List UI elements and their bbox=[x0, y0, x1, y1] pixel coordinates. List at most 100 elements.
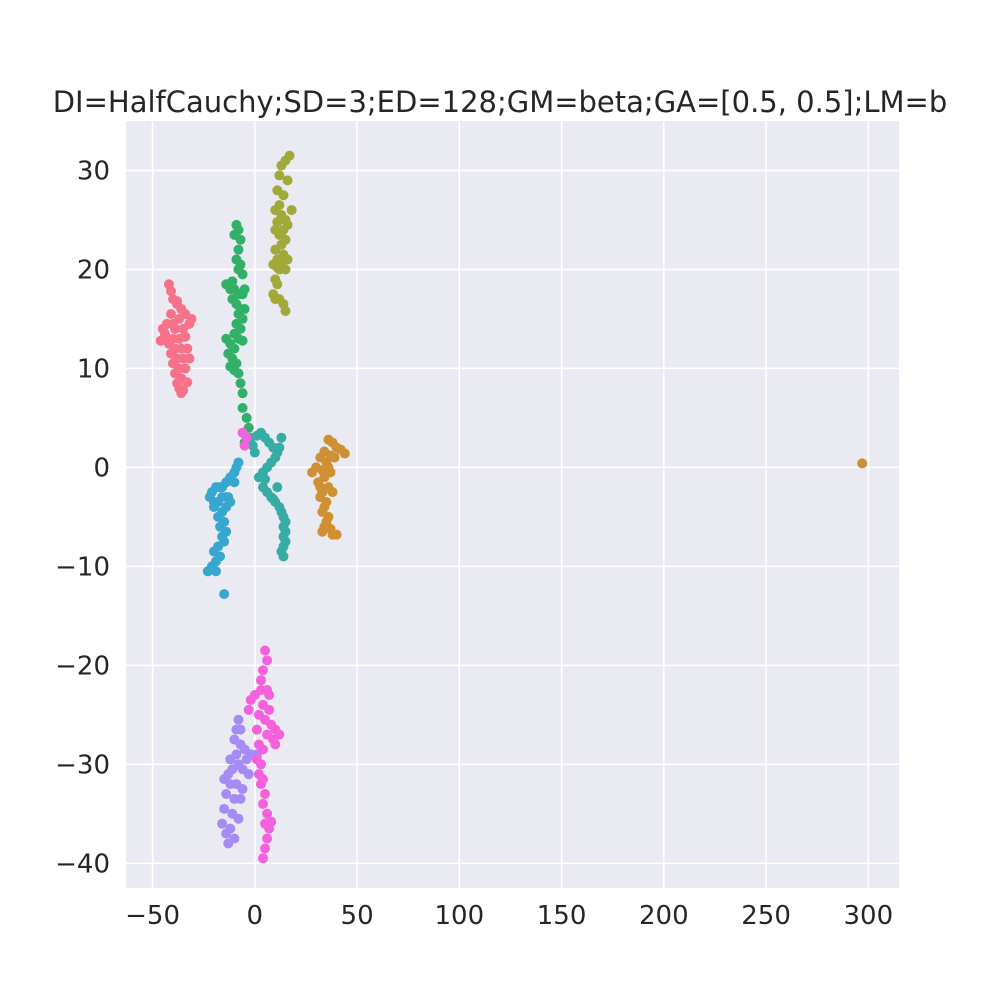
data-point bbox=[278, 551, 289, 562]
data-point bbox=[235, 378, 246, 389]
data-point bbox=[219, 803, 230, 814]
data-point bbox=[219, 589, 230, 600]
x-tick-label: 300 bbox=[844, 901, 894, 931]
data-point bbox=[237, 335, 248, 346]
data-point bbox=[272, 482, 283, 493]
data-point bbox=[264, 690, 275, 701]
chart-title-text: DI=HalfCauchy;SD=3;ED=128;GM=beta;GA=[0.… bbox=[53, 85, 948, 119]
data-point bbox=[233, 813, 244, 824]
data-point bbox=[235, 724, 246, 735]
data-point bbox=[270, 739, 281, 750]
x-tick-label: −50 bbox=[125, 901, 180, 931]
x-tick-label: 200 bbox=[639, 901, 689, 931]
data-point bbox=[331, 529, 342, 540]
y-tick-label: −30 bbox=[55, 750, 110, 780]
series-2 bbox=[268, 150, 297, 317]
data-point bbox=[857, 458, 868, 469]
data-point bbox=[262, 655, 273, 666]
data-point bbox=[243, 769, 254, 780]
data-point bbox=[217, 818, 228, 829]
data-point bbox=[237, 403, 248, 414]
data-point bbox=[260, 474, 271, 485]
y-tick-label: −10 bbox=[55, 552, 110, 582]
data-points bbox=[155, 150, 868, 864]
data-point bbox=[280, 306, 291, 317]
data-point bbox=[202, 566, 213, 577]
chart-title: DI=HalfCauchy;SD=3;ED=128;GM=beta;GA=[0.… bbox=[53, 85, 948, 119]
data-point bbox=[323, 462, 334, 473]
y-tick-label: −20 bbox=[55, 651, 110, 681]
data-point bbox=[208, 501, 219, 512]
data-point bbox=[221, 788, 232, 799]
y-tick-label: 20 bbox=[77, 255, 110, 285]
data-point bbox=[268, 494, 279, 505]
data-point bbox=[307, 467, 318, 478]
data-point bbox=[161, 333, 172, 344]
x-tick-label: 0 bbox=[247, 901, 264, 931]
data-point bbox=[239, 284, 250, 295]
y-tick-label: 30 bbox=[77, 156, 110, 186]
data-point bbox=[272, 279, 283, 290]
data-point bbox=[255, 779, 266, 790]
data-point bbox=[255, 675, 266, 686]
data-point bbox=[241, 754, 252, 765]
y-tick-labels: −40 −30 −20 −10 0 10 20 30 bbox=[55, 156, 110, 879]
data-point bbox=[223, 838, 234, 849]
data-point bbox=[327, 487, 338, 498]
data-point bbox=[225, 754, 236, 765]
grid-lines bbox=[126, 121, 899, 888]
series-5 bbox=[202, 457, 244, 600]
y-tick-label: −40 bbox=[55, 849, 110, 879]
data-point bbox=[260, 645, 271, 656]
data-point bbox=[227, 276, 238, 287]
data-point bbox=[180, 363, 191, 374]
data-point bbox=[245, 694, 256, 705]
data-point bbox=[229, 477, 240, 488]
data-point bbox=[329, 452, 340, 463]
series-0 bbox=[155, 279, 197, 399]
data-point bbox=[251, 724, 262, 735]
data-point bbox=[241, 412, 252, 423]
data-point bbox=[274, 442, 285, 453]
series-1 bbox=[221, 219, 254, 448]
data-point bbox=[165, 286, 176, 297]
series-4 bbox=[245, 427, 291, 562]
data-point bbox=[315, 482, 326, 493]
data-point bbox=[176, 388, 187, 399]
data-point bbox=[182, 377, 193, 388]
data-point bbox=[243, 704, 254, 715]
data-point bbox=[237, 784, 248, 795]
data-point bbox=[260, 788, 271, 799]
data-point bbox=[235, 234, 246, 245]
data-point bbox=[258, 744, 269, 755]
data-point bbox=[258, 853, 269, 864]
data-point bbox=[258, 665, 269, 676]
series-7 bbox=[237, 427, 285, 864]
y-tick-label: 0 bbox=[93, 453, 110, 483]
data-point bbox=[282, 219, 293, 230]
data-point bbox=[180, 331, 191, 342]
x-tick-label: 50 bbox=[341, 901, 374, 931]
data-point bbox=[180, 308, 191, 319]
data-point bbox=[221, 828, 232, 839]
y-tick-label: 10 bbox=[77, 354, 110, 384]
data-point bbox=[276, 226, 287, 237]
data-point bbox=[270, 244, 281, 255]
data-point bbox=[210, 566, 221, 577]
data-point bbox=[184, 353, 195, 364]
data-point bbox=[237, 269, 248, 280]
data-point bbox=[233, 368, 244, 379]
data-point bbox=[258, 798, 269, 809]
x-tick-label: 100 bbox=[435, 901, 485, 931]
data-point bbox=[168, 318, 179, 329]
x-tick-labels: −50 0 50 100 150 200 250 300 bbox=[125, 901, 893, 931]
series-3 bbox=[307, 434, 868, 540]
data-point bbox=[272, 262, 283, 273]
data-point bbox=[278, 190, 289, 201]
data-point bbox=[276, 432, 287, 443]
data-point bbox=[255, 759, 266, 770]
data-point bbox=[262, 833, 273, 844]
x-tick-label: 150 bbox=[537, 901, 587, 931]
data-point bbox=[274, 170, 285, 181]
